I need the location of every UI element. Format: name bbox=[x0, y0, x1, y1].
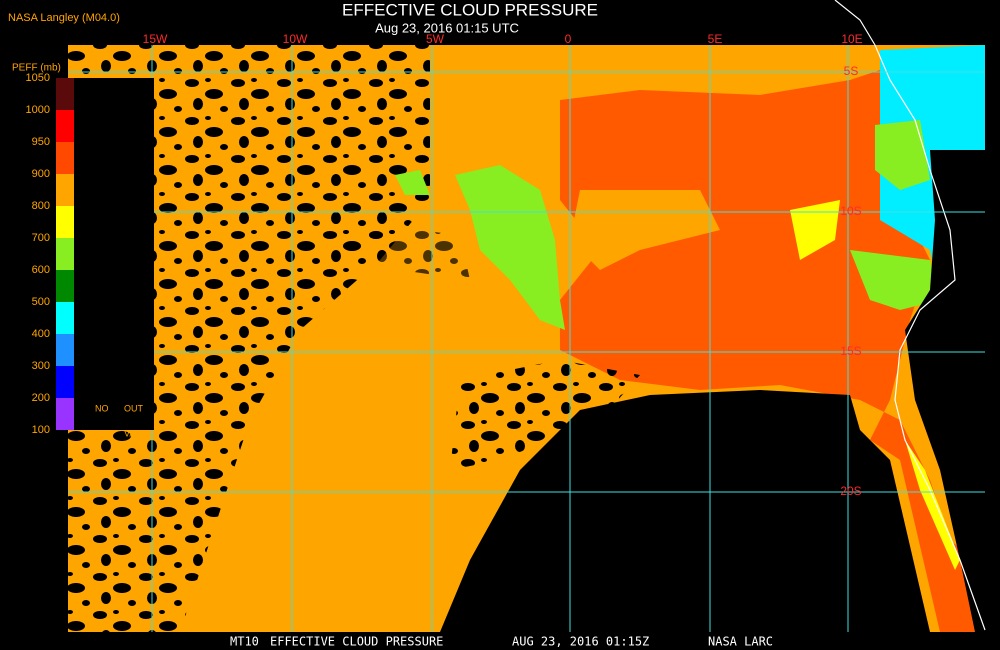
legend-level: 800 bbox=[32, 200, 50, 212]
source: NASA Langley (M04.0) bbox=[8, 12, 120, 24]
legend-note: NO bbox=[95, 403, 109, 413]
longitude-label: 10E bbox=[841, 32, 862, 46]
legend-level: 950 bbox=[32, 136, 50, 148]
legend-title: PEFF (mb) bbox=[12, 63, 61, 74]
legend-level: 1000 bbox=[26, 104, 50, 116]
legend-level: 200 bbox=[32, 392, 50, 404]
satellite-image bbox=[68, 0, 986, 632]
legend-level: 100 bbox=[32, 424, 50, 436]
legend-level: 400 bbox=[32, 328, 50, 340]
latitude-label: 5S bbox=[844, 64, 859, 78]
footer-product: MT10 bbox=[230, 635, 259, 649]
longitude-label: 0 bbox=[565, 32, 572, 46]
longitude-label: 5E bbox=[708, 32, 723, 46]
title: EFFECTIVE CLOUD PRESSURE bbox=[342, 0, 598, 19]
footer-title: EFFECTIVE CLOUD PRESSURE bbox=[270, 635, 443, 649]
longitude-label: 10W bbox=[283, 32, 308, 46]
latitude-label: 20S bbox=[840, 484, 861, 498]
subtitle: Aug 23, 2016 01:15 UTC bbox=[375, 20, 519, 35]
longitude-label: 5W bbox=[426, 32, 445, 46]
legend-note: VALR bbox=[124, 428, 147, 438]
footer-source: NASA LARC bbox=[708, 635, 773, 649]
legend-level: 500 bbox=[32, 296, 50, 308]
legend-level: 1050 bbox=[26, 72, 50, 84]
legend-note: RET bbox=[95, 428, 114, 438]
graticule bbox=[68, 45, 985, 632]
latitude-label: 10S bbox=[840, 204, 861, 218]
legend-level: 600 bbox=[32, 264, 50, 276]
legend-level: 300 bbox=[32, 360, 50, 372]
legend-note: OUT bbox=[124, 403, 144, 413]
legend-level: 900 bbox=[32, 168, 50, 180]
longitude-label: 15W bbox=[143, 32, 168, 46]
latitude-label: 15S bbox=[840, 344, 861, 358]
legend-level: 700 bbox=[32, 232, 50, 244]
color-bar bbox=[56, 78, 154, 430]
footer-date: AUG 23, 2016 01:15Z bbox=[512, 635, 649, 649]
